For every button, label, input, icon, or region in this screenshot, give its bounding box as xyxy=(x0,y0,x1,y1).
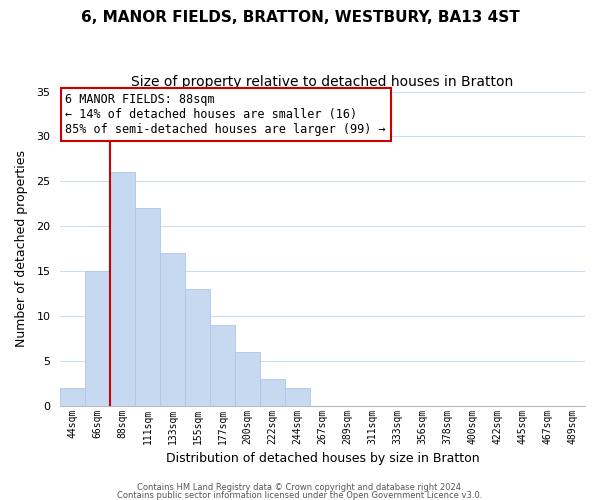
Text: 6, MANOR FIELDS, BRATTON, WESTBURY, BA13 4ST: 6, MANOR FIELDS, BRATTON, WESTBURY, BA13… xyxy=(80,10,520,25)
Text: 6 MANOR FIELDS: 88sqm
← 14% of detached houses are smaller (16)
85% of semi-deta: 6 MANOR FIELDS: 88sqm ← 14% of detached … xyxy=(65,93,386,136)
Bar xyxy=(185,289,210,406)
Title: Size of property relative to detached houses in Bratton: Size of property relative to detached ho… xyxy=(131,75,514,89)
Bar xyxy=(160,253,185,406)
Bar xyxy=(210,325,235,406)
Bar xyxy=(235,352,260,406)
Bar xyxy=(110,172,135,406)
Bar xyxy=(260,378,285,406)
Bar xyxy=(135,208,160,406)
Bar xyxy=(60,388,85,406)
Bar xyxy=(285,388,310,406)
Text: Contains HM Land Registry data © Crown copyright and database right 2024.: Contains HM Land Registry data © Crown c… xyxy=(137,484,463,492)
Bar xyxy=(85,271,110,406)
Text: Contains public sector information licensed under the Open Government Licence v3: Contains public sector information licen… xyxy=(118,490,482,500)
X-axis label: Distribution of detached houses by size in Bratton: Distribution of detached houses by size … xyxy=(166,452,479,465)
Y-axis label: Number of detached properties: Number of detached properties xyxy=(15,150,28,347)
